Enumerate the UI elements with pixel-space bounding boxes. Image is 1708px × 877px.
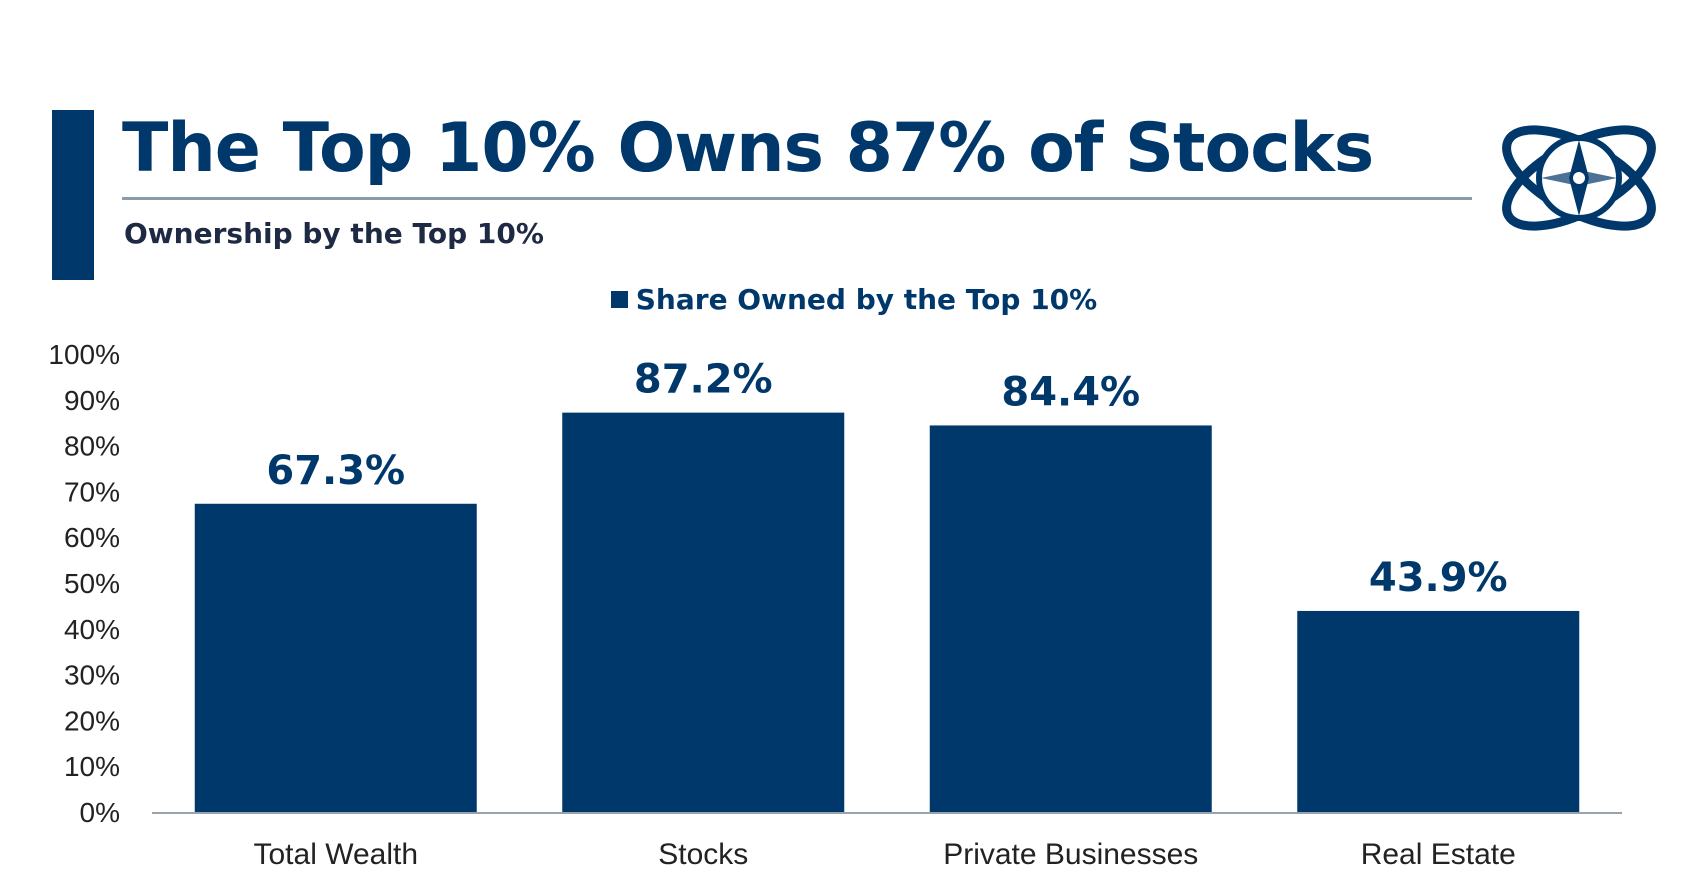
y-tick-label: 60% — [64, 522, 120, 553]
chart-legend: Share Owned by the Top 10% — [0, 280, 1708, 320]
data-label: 87.2% — [634, 357, 773, 403]
y-tick-label: 0% — [80, 797, 120, 828]
y-tick-label: 90% — [64, 385, 120, 416]
title-divider — [122, 197, 1472, 200]
title-accent-bar — [52, 110, 94, 280]
page-subtitle: Ownership by the Top 10% — [124, 217, 544, 250]
legend-swatch — [610, 291, 628, 308]
x-category-label: Stocks — [658, 838, 748, 871]
page-title: The Top 10% Owns 87% of Stocks — [122, 109, 1374, 188]
data-label: 43.9% — [1369, 555, 1508, 601]
y-tick-label: 20% — [64, 705, 120, 736]
legend-label: Share Owned by the Top 10% — [635, 283, 1098, 316]
x-category-label: Real Estate — [1361, 838, 1516, 871]
globe-compass-icon — [1502, 125, 1656, 231]
y-tick-label: 40% — [64, 614, 120, 645]
bar — [929, 425, 1212, 812]
data-label: 84.4% — [1001, 369, 1140, 415]
y-tick-label: 10% — [64, 751, 120, 782]
y-tick-label: 70% — [64, 476, 120, 507]
y-tick-label: 80% — [64, 431, 120, 462]
x-category-label: Private Businesses — [943, 838, 1198, 871]
x-category-label: Total Wealth — [253, 838, 418, 871]
y-tick-label: 30% — [64, 660, 120, 691]
bar — [562, 412, 845, 812]
y-tick-label: 50% — [64, 568, 120, 599]
data-label: 67.3% — [266, 448, 405, 494]
y-tick-label: 100% — [48, 339, 120, 370]
bar — [1297, 610, 1580, 812]
bar — [194, 503, 477, 812]
